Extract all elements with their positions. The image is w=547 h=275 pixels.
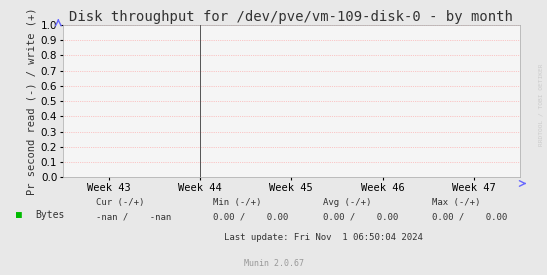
Y-axis label: Pr second read (-) / write (+): Pr second read (-) / write (+) bbox=[27, 7, 37, 195]
Text: Max (-/+): Max (-/+) bbox=[432, 198, 480, 207]
Text: Avg (-/+): Avg (-/+) bbox=[323, 198, 371, 207]
Text: Min (-/+): Min (-/+) bbox=[213, 198, 261, 207]
Text: Last update: Fri Nov  1 06:50:04 2024: Last update: Fri Nov 1 06:50:04 2024 bbox=[224, 233, 423, 242]
Text: Munin 2.0.67: Munin 2.0.67 bbox=[243, 260, 304, 268]
Title: Disk throughput for /dev/pve/vm-109-disk-0 - by month: Disk throughput for /dev/pve/vm-109-disk… bbox=[69, 10, 513, 24]
Text: 0.00 /    0.00: 0.00 / 0.00 bbox=[432, 213, 508, 222]
Text: -nan /    -nan: -nan / -nan bbox=[96, 213, 171, 222]
Text: Bytes: Bytes bbox=[36, 210, 65, 219]
Text: RRDTOOL / TOBI OETIKER: RRDTOOL / TOBI OETIKER bbox=[538, 63, 543, 146]
Text: Cur (-/+): Cur (-/+) bbox=[96, 198, 144, 207]
Text: 0.00 /    0.00: 0.00 / 0.00 bbox=[213, 213, 289, 222]
Text: 0.00 /    0.00: 0.00 / 0.00 bbox=[323, 213, 398, 222]
Text: ■: ■ bbox=[16, 210, 22, 219]
